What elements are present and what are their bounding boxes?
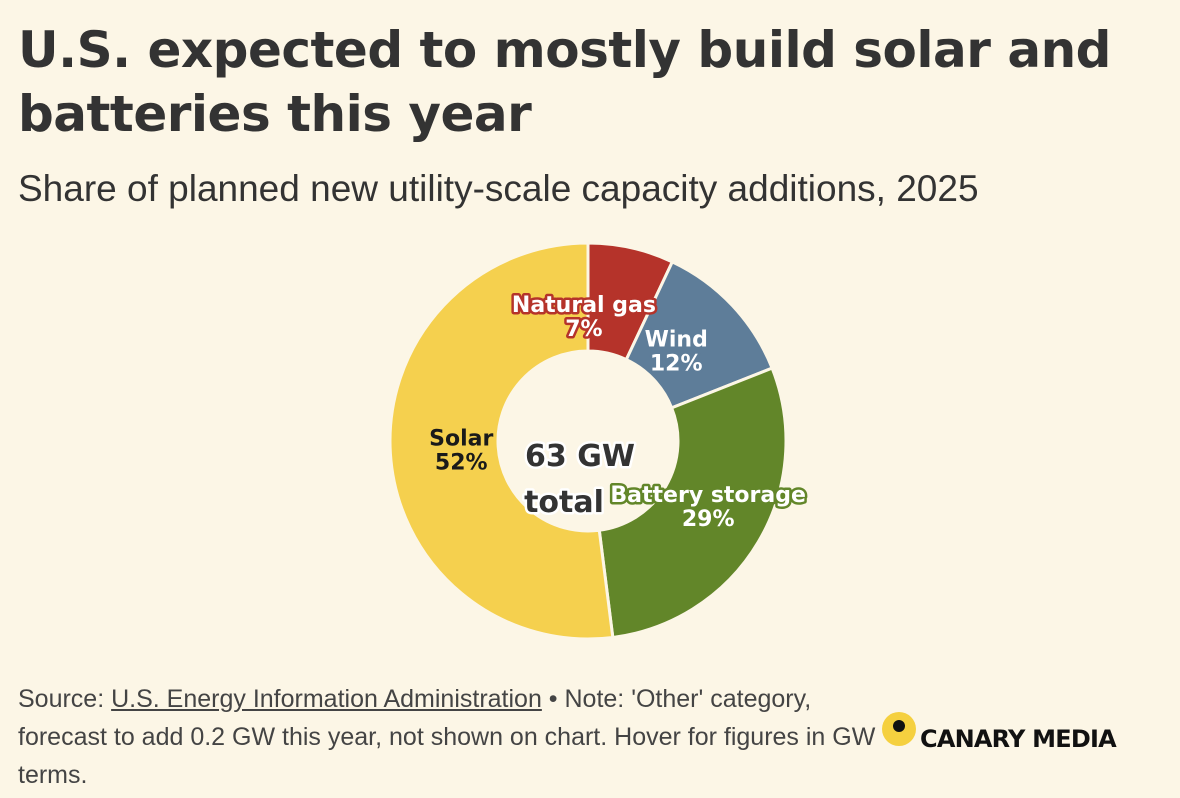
slice-label-solar: Solar — [429, 426, 493, 451]
slice-value-solar: 52% — [435, 450, 488, 475]
slice-label-natural-gas: Natural gas — [512, 293, 656, 318]
slice-group — [388, 241, 788, 641]
center-label-line-2: total — [524, 485, 604, 520]
logo-wordmark: CANARY MEDIA — [920, 725, 1117, 753]
slice-solar[interactable] — [388, 241, 615, 641]
slice-value-natural-gas: 7% — [565, 317, 602, 342]
chart-title: U.S. expected to mostly build solar and … — [18, 21, 1111, 143]
canary-dot-icon — [882, 712, 916, 746]
center-label-line-1: 63 GW — [525, 439, 635, 474]
center-label: 63 GW total — [522, 437, 638, 523]
canary-media-logo: CANARY MEDIA — [882, 712, 1162, 753]
slice-value-wind: 12% — [650, 352, 703, 377]
slice-battery-storage[interactable] — [597, 366, 788, 640]
source-prefix: Source: — [18, 685, 112, 713]
slice-value-battery-storage: 29% — [682, 507, 735, 532]
note-text: • Note: 'Other' category, forecast to ad… — [18, 685, 876, 789]
chart-subtitle: Share of planned new utility-scale capac… — [18, 168, 979, 209]
slice-label-battery-storage: Battery storage — [610, 483, 806, 508]
source-link[interactable]: U.S. Energy Information Administration — [111, 685, 542, 713]
slice-label-wind: Wind — [645, 328, 708, 353]
footer-note: Source: U.S. Energy Information Administ… — [18, 680, 878, 794]
